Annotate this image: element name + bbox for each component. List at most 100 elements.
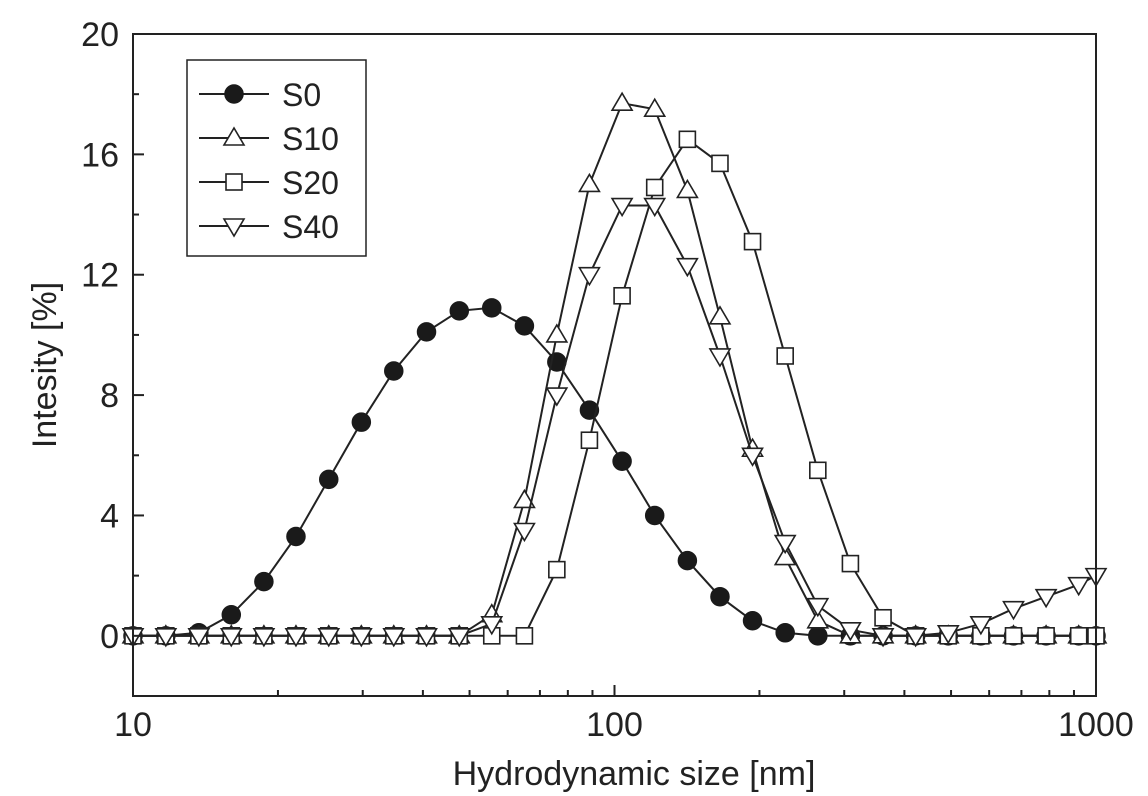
data-point <box>874 608 892 627</box>
y-tick-label: 12 <box>81 257 119 295</box>
legend-entry: S10 <box>199 121 339 157</box>
data-point <box>284 628 308 648</box>
data-point <box>154 628 178 648</box>
data-point <box>222 218 246 238</box>
data-point <box>710 586 730 607</box>
series-line <box>133 306 1096 637</box>
data-point <box>349 628 373 648</box>
legend-entry: S20 <box>199 165 339 201</box>
data-point <box>219 628 243 648</box>
data-point <box>1067 576 1091 597</box>
data-point <box>936 625 960 645</box>
data-point <box>809 461 827 480</box>
data-point <box>969 615 993 636</box>
data-point <box>742 611 763 631</box>
data-point <box>711 154 729 173</box>
data-point <box>806 609 830 629</box>
legend-entry: S40 <box>199 209 339 245</box>
data-point <box>286 526 306 547</box>
data-point <box>643 97 667 118</box>
data-point <box>1069 627 1088 645</box>
data-point <box>708 305 732 325</box>
data-point <box>775 623 795 643</box>
legend-label: S20 <box>282 165 339 201</box>
data-point <box>416 322 437 342</box>
data-point <box>580 431 599 450</box>
data-point <box>578 266 601 287</box>
data-point <box>612 451 632 472</box>
data-point <box>643 197 667 218</box>
data-point <box>645 178 664 197</box>
x-axis-label: Hydrodynamic size [nm] <box>453 755 816 793</box>
data-point <box>578 172 601 193</box>
data-point <box>841 554 860 573</box>
plot-area <box>121 91 1108 648</box>
data-point <box>514 316 535 336</box>
data-point <box>1034 588 1058 609</box>
data-point <box>225 173 243 191</box>
series-s0 <box>123 298 1106 646</box>
y-tick-label: 20 <box>81 16 119 54</box>
series-s40 <box>121 197 1108 648</box>
data-point <box>221 605 242 625</box>
x-tick-label: 1000 <box>1058 706 1134 744</box>
data-point <box>447 628 471 648</box>
legend-label: S0 <box>282 77 321 113</box>
data-point <box>839 621 862 642</box>
data-point <box>252 628 276 648</box>
data-point <box>187 628 211 648</box>
data-point <box>545 387 569 407</box>
data-point <box>675 178 699 199</box>
y-tick-label: 0 <box>100 618 119 656</box>
data-point <box>610 197 634 218</box>
data-point <box>741 447 764 467</box>
data-point <box>773 546 797 566</box>
data-point <box>678 130 697 149</box>
data-point <box>675 257 699 278</box>
data-point <box>449 301 470 321</box>
data-point <box>513 488 536 509</box>
data-point <box>1002 600 1025 621</box>
data-point <box>384 361 404 381</box>
legend-box <box>186 59 367 257</box>
data-point <box>904 628 928 648</box>
axes: 0 4 8 12 16 20 10 100 1000 <box>81 16 1134 744</box>
legend: S0 S10 S20 S40 <box>186 59 367 257</box>
data-point <box>545 323 569 343</box>
data-point <box>415 628 438 648</box>
data-point <box>644 505 665 526</box>
legend-entry: S0 <box>199 77 321 113</box>
y-tick-label: 8 <box>100 377 119 415</box>
data-point <box>613 286 631 305</box>
y-tick-label: 16 <box>81 136 119 174</box>
data-point <box>482 298 502 318</box>
data-point <box>515 627 534 645</box>
data-point <box>382 628 406 648</box>
y-tick-label: 4 <box>100 497 119 535</box>
data-point <box>480 615 504 636</box>
data-point <box>351 412 372 432</box>
data-point <box>743 232 762 251</box>
series-line <box>133 204 1097 637</box>
x-tick-label: 100 <box>586 706 643 744</box>
data-point <box>579 400 600 420</box>
y-axis-label: Intesity [%] <box>26 282 64 448</box>
data-point <box>1037 627 1055 645</box>
data-point <box>776 347 794 365</box>
data-point <box>513 522 536 543</box>
data-point <box>677 550 698 571</box>
data-point <box>708 348 732 368</box>
data-point <box>806 597 830 618</box>
data-point <box>1004 627 1023 645</box>
data-point <box>318 469 339 490</box>
data-point <box>548 560 566 579</box>
data-point <box>222 126 246 146</box>
legend-label: S40 <box>282 209 339 245</box>
x-tick-label: 10 <box>114 706 152 744</box>
data-point <box>871 628 895 648</box>
data-point <box>808 626 828 646</box>
data-point <box>317 628 341 648</box>
data-point <box>610 91 634 112</box>
data-point <box>254 571 274 592</box>
